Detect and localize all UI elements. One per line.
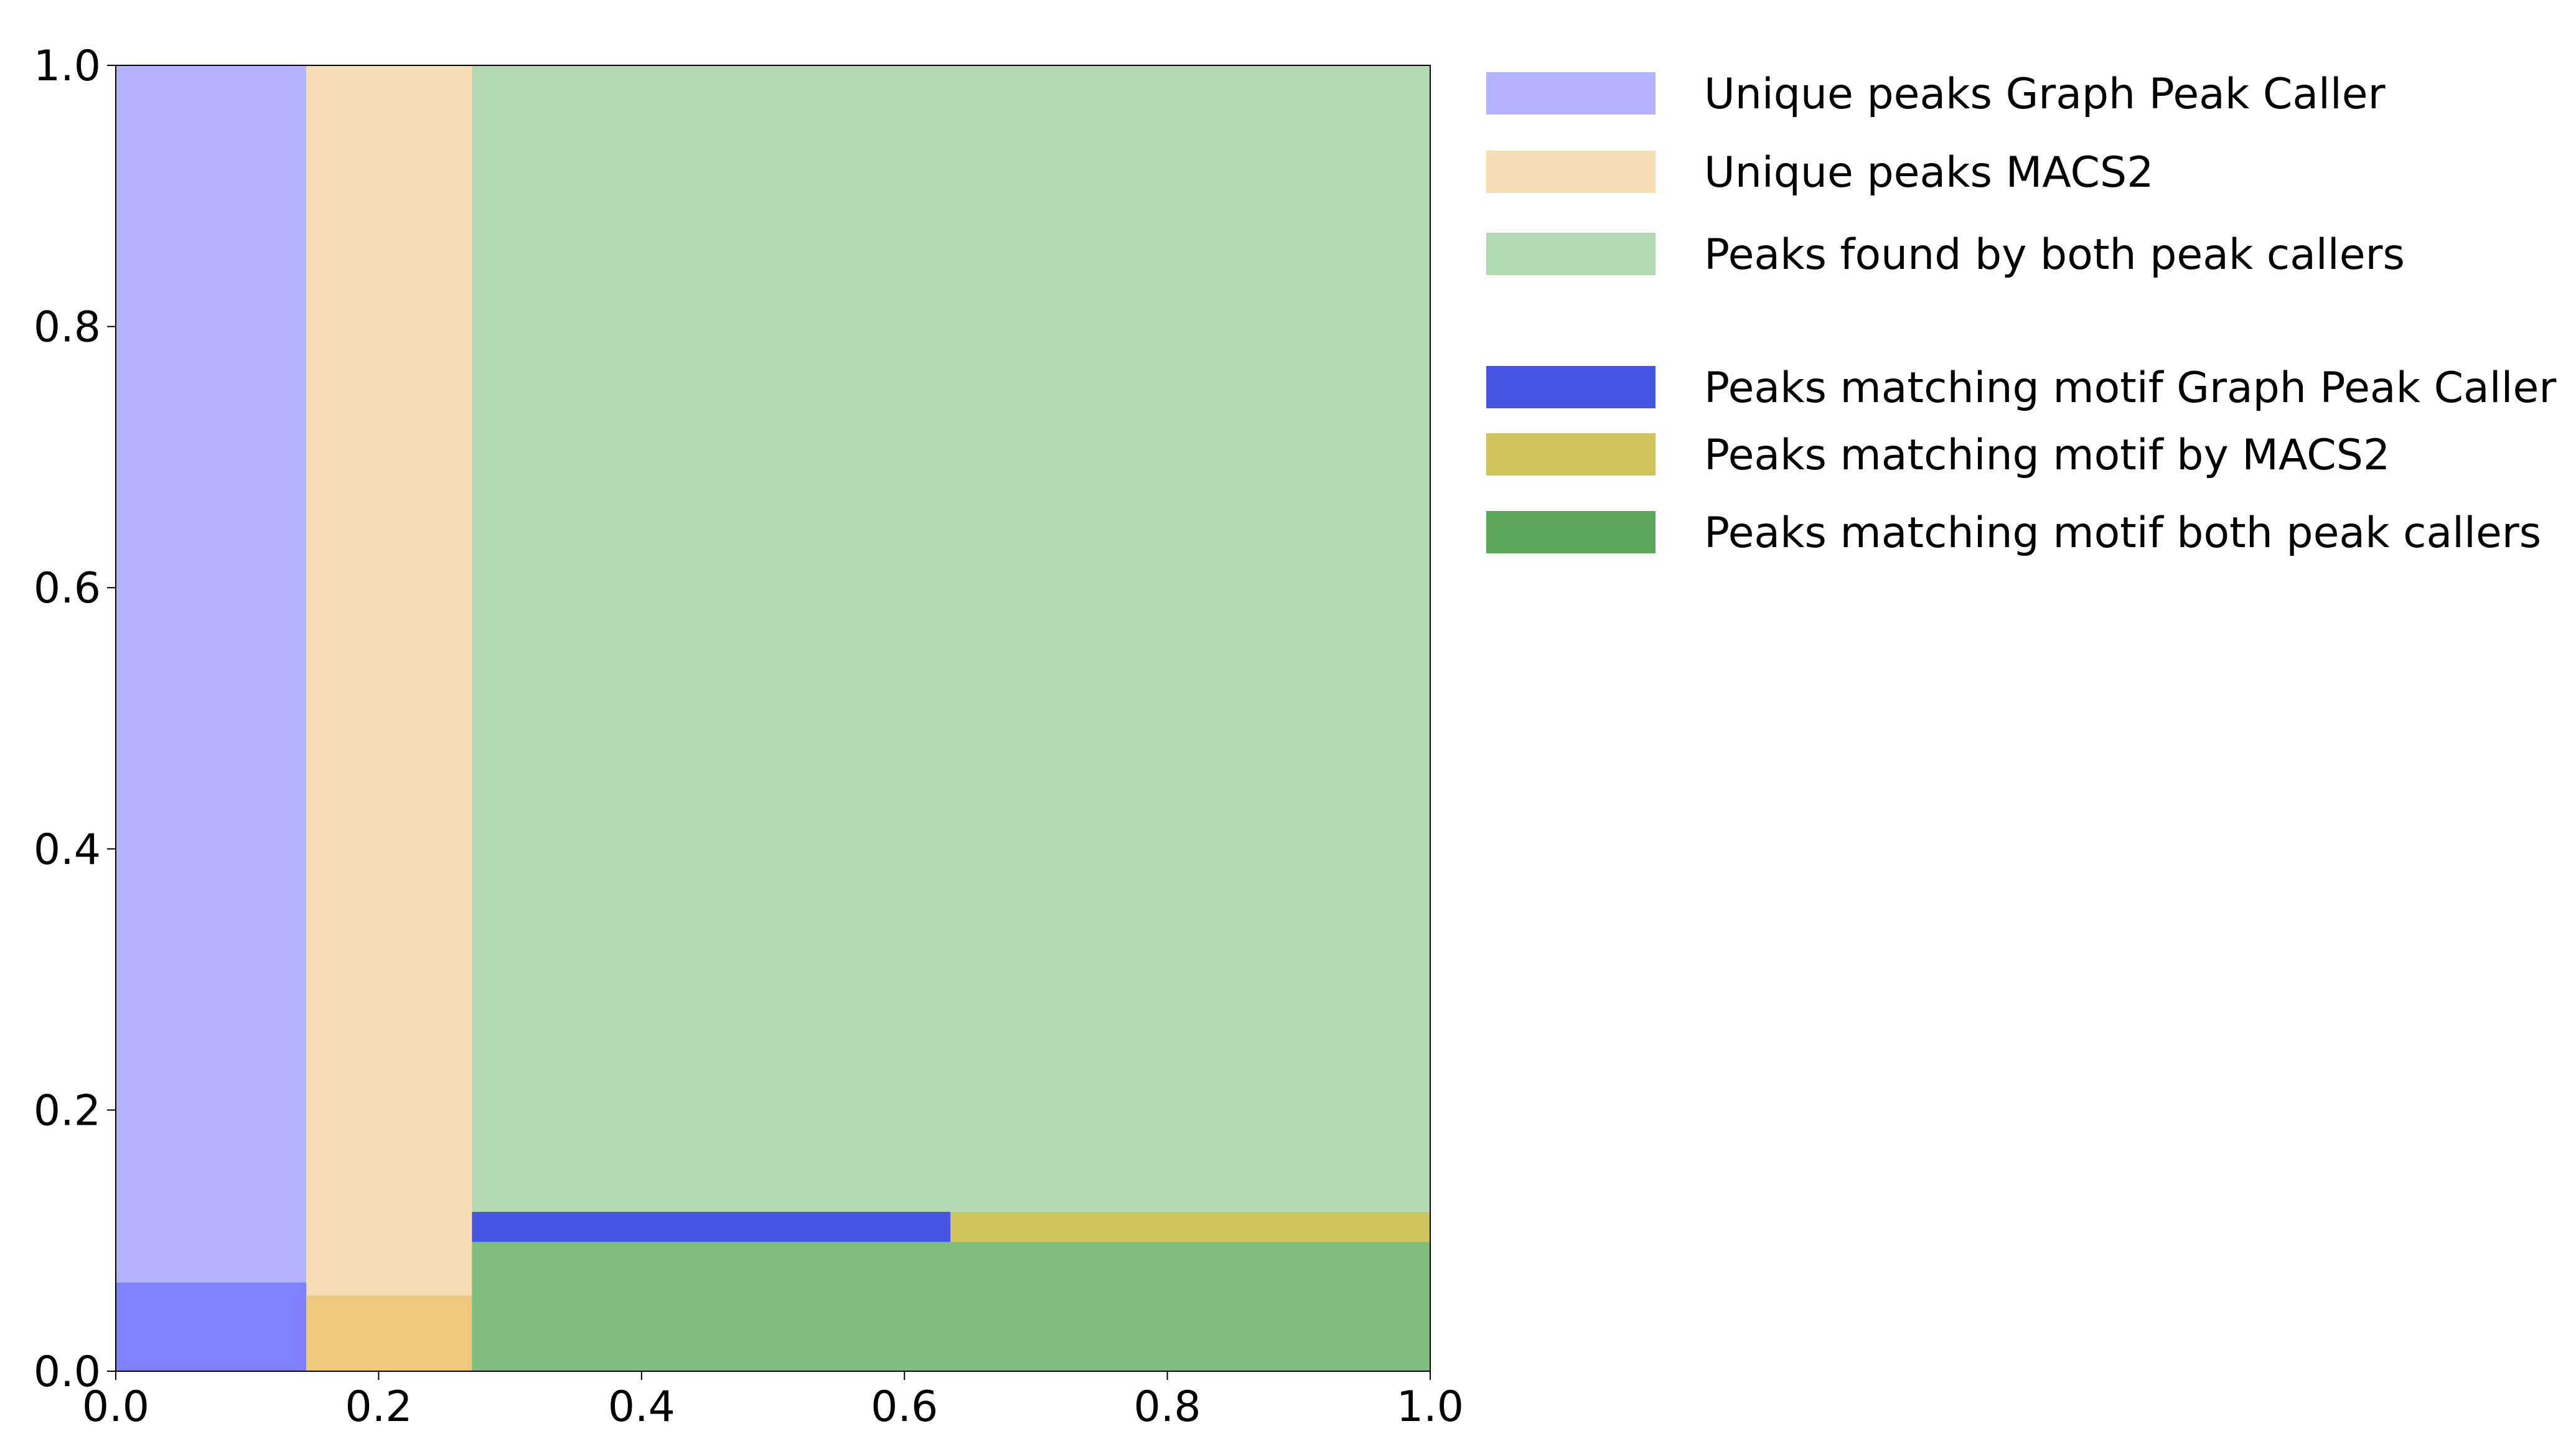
legend-label: Unique peaks MACS2 (1704, 148, 2153, 197)
region-4 (306, 1295, 472, 1371)
legend-label: Peaks matching motif both peak callers (1704, 509, 2541, 558)
y-tick-label: 0.2 (34, 1086, 101, 1135)
x-tick-label: 0.8 (1134, 1382, 1201, 1432)
region-1 (306, 65, 472, 1371)
x-tick-label: 0.4 (608, 1382, 675, 1432)
y-tick-label: 1.0 (34, 42, 101, 91)
x-tick-label: 0.6 (871, 1382, 938, 1432)
x-axis: 0.0 0.2 0.4 0.6 0.8 1.0 (82, 1371, 1464, 1432)
y-tick-label: 0.0 (34, 1348, 101, 1397)
legend-label: Peaks matching motif Graph Peak Caller (1704, 364, 2556, 413)
region-3 (116, 1282, 307, 1371)
region-2 (472, 65, 1430, 1371)
legend-swatch (1486, 151, 1656, 193)
legend-label: Peaks matching motif by MACS2 (1704, 431, 2390, 480)
legend-swatch (1486, 72, 1656, 115)
legend-swatch (1486, 366, 1656, 408)
y-tick-label: 0.8 (34, 303, 101, 352)
region-6 (472, 1212, 951, 1242)
y-axis: 0.0 0.2 0.4 0.6 0.8 1.0 (34, 42, 116, 1397)
region-5 (472, 1242, 1430, 1371)
chart-regions (116, 65, 1430, 1371)
x-tick-label: 0.0 (82, 1382, 149, 1432)
x-tick-label: 0.2 (345, 1382, 412, 1432)
legend: Unique peaks Graph Peak Caller Unique pea… (1486, 70, 2556, 558)
plot-frame (115, 65, 1431, 1372)
y-tick-label: 0.4 (34, 825, 101, 875)
legend-label: Unique peaks Graph Peak Caller (1704, 70, 2386, 119)
region-0 (116, 65, 307, 1371)
region-7 (950, 1212, 1430, 1242)
legend-swatch (1486, 433, 1656, 476)
legend-label: Peaks found by both peak callers (1704, 230, 2405, 279)
legend-swatch (1486, 233, 1656, 275)
y-tick-label: 0.6 (34, 564, 101, 613)
legend-swatch (1486, 511, 1656, 553)
x-tick-label: 1.0 (1397, 1382, 1464, 1432)
